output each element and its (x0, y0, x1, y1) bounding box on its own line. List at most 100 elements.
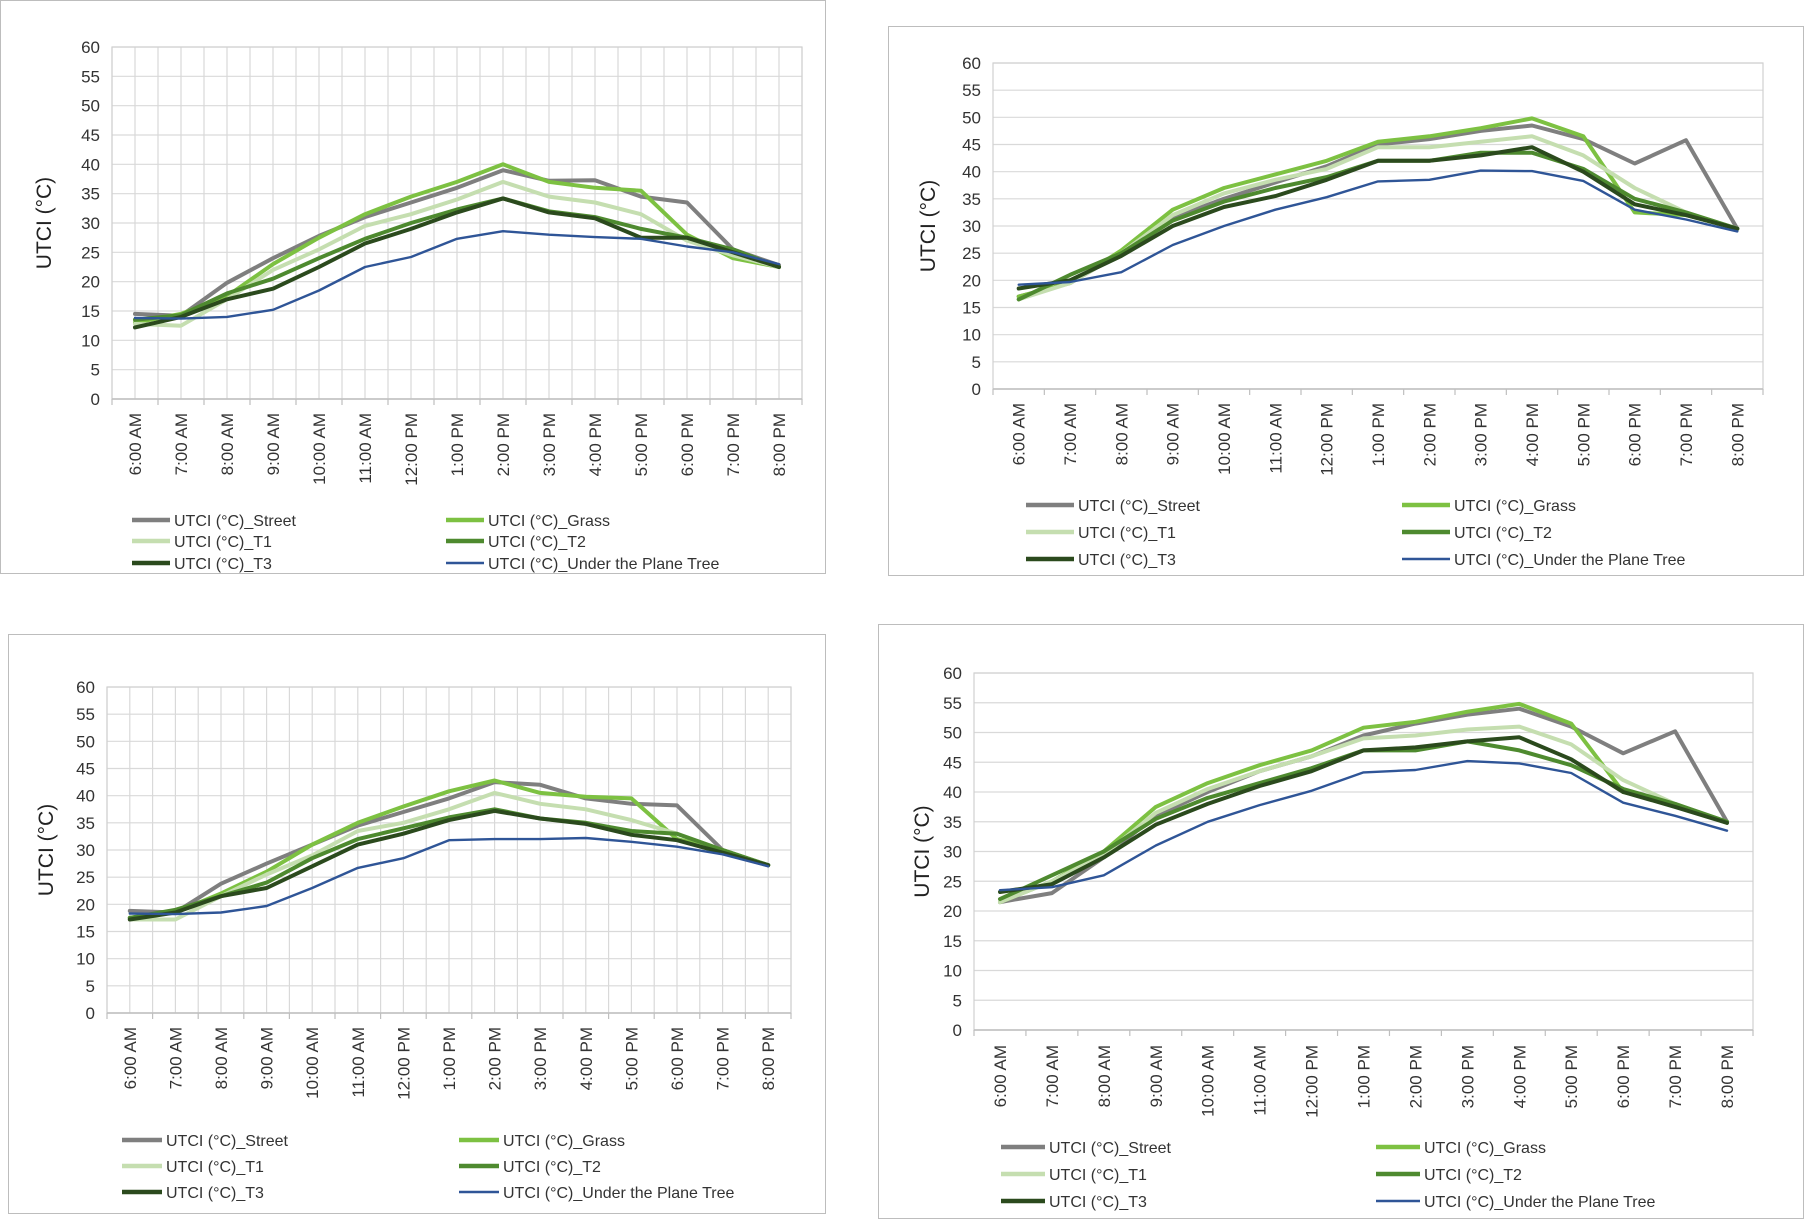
legend-label-t1: UTCI (°C)_T1 (174, 534, 272, 551)
chart-panel-3: 0 5 10 15 20 25 30 35 40 45 50 55 60 UTCI (°C) 6:00 AM… (8, 634, 826, 1214)
legend-label-t2: UTCI (°C)_T2 (503, 1159, 601, 1176)
x-tick-label: 5:00 PM (622, 1027, 641, 1090)
series-line-under-the-plane-tree (133, 229, 781, 320)
gridlines (106, 686, 792, 1014)
y-tick-label: 10 (962, 326, 981, 345)
y-tick-label: 25 (76, 868, 95, 887)
legend-label-under-the-plane-tree: UTCI (°C)_Under the Plane Tree (1424, 1194, 1655, 1211)
x-tick-label: 6:00 PM (1614, 1045, 1633, 1108)
legend-label-t2: UTCI (°C)_T2 (1424, 1167, 1522, 1184)
x-tick-label: 2:00 PM (494, 413, 513, 476)
utci-chart-1: 0 5 10 15 20 25 30 35 40 45 50 55 60 UTCI (°C) 6:00 AM… (33, 38, 803, 573)
x-tick-label: 6:00 AM (1010, 403, 1029, 465)
series-line-t1 (127, 790, 771, 922)
legend-label-under-the-plane-tree: UTCI (°C)_Under the Plane Tree (503, 1185, 734, 1202)
y-tick-label: 55 (81, 67, 100, 86)
x-tick-label: 7:00 PM (1666, 1045, 1685, 1108)
x-tick-label: 8:00 PM (759, 1027, 778, 1090)
y-tick-label: 25 (81, 243, 100, 262)
legend-label-street: UTCI (°C)_Street (166, 1133, 289, 1150)
series-line-under-the-plane-tree (128, 836, 770, 916)
x-tick-label: 1:00 PM (1355, 1045, 1374, 1108)
legend-label-t3: UTCI (°C)_T3 (1078, 552, 1176, 569)
x-tick-label: 8:00 PM (1728, 403, 1747, 466)
y-axis-label: UTCI (°C) (35, 804, 58, 896)
series-line-street (133, 168, 781, 318)
y-tick-label: 0 (91, 390, 100, 409)
legend-label-street: UTCI (°C)_Street (1049, 1140, 1172, 1157)
x-tick-label: 8:00 AM (218, 413, 237, 475)
legend-label-t2: UTCI (°C)_T2 (1454, 525, 1552, 542)
x-tick-label: 7:00 AM (1043, 1045, 1062, 1107)
y-tick-label: 15 (81, 302, 100, 321)
y-tick-label: 60 (76, 678, 95, 697)
y-tick-label: 10 (81, 331, 100, 350)
series-line-under-the-plane-tree (998, 759, 1729, 892)
y-tick-label: 20 (81, 273, 100, 292)
legend-label-grass: UTCI (°C)_Grass (1454, 498, 1576, 515)
y-tick-label: 5 (972, 353, 981, 372)
x-tick-label: 7:00 PM (1677, 403, 1696, 466)
series-line-street (1016, 123, 1740, 299)
y-axis-label: UTCI (°C) (917, 180, 940, 272)
legend-label-t3: UTCI (°C)_T3 (166, 1185, 264, 1202)
series-line-t2 (998, 739, 1729, 902)
x-tick-label: 7:00 PM (724, 413, 743, 476)
legend-label-grass: UTCI (°C)_Grass (488, 513, 610, 530)
chart-panel-2: 0 5 10 15 20 25 30 35 40 45 50 55 60 UTCI (°C) 6:00 AM… (888, 26, 1804, 576)
x-tick-label: 7:00 AM (1061, 403, 1080, 465)
series-line-street (127, 780, 771, 915)
x-tick-label: 1:00 PM (1369, 403, 1388, 466)
x-tick-label: 4:00 PM (577, 1027, 596, 1090)
x-tick-label: 5:00 PM (632, 413, 651, 476)
x-tick-label: 12:00 PM (1318, 403, 1337, 476)
y-tick-label: 20 (962, 271, 981, 290)
utci-chart-3: 0 5 10 15 20 25 30 35 40 45 50 55 60 UTCI (°C) 6:00 AM… (35, 678, 792, 1202)
x-tick-label: 2:00 PM (486, 1027, 505, 1090)
x-tick-label: 6:00 PM (1626, 403, 1645, 466)
y-tick-label: 10 (943, 962, 962, 981)
x-tick-label: 2:00 PM (1420, 403, 1439, 466)
x-tick-label: 7:00 PM (714, 1027, 733, 1090)
y-tick-label: 35 (943, 813, 962, 832)
x-tick-label: 12:00 PM (402, 413, 421, 486)
x-tick-label: 3:00 PM (1458, 1045, 1477, 1108)
series-line-grass (133, 162, 781, 325)
y-tick-label: 5 (91, 361, 100, 380)
y-tick-label: 30 (76, 841, 95, 860)
y-tick-label: 5 (953, 991, 962, 1010)
utci-chart-2: 0 5 10 15 20 25 30 35 40 45 50 55 60 UTCI (°C) 6:00 AM… (917, 54, 1764, 569)
x-tick-label: 6:00 PM (668, 1027, 687, 1090)
y-tick-label: 35 (962, 190, 981, 209)
x-tick-label: 8:00 PM (1718, 1045, 1737, 1108)
y-tick-label: 5 (86, 977, 95, 996)
y-tick-label: 0 (972, 380, 981, 399)
x-tick-label: 5:00 PM (1574, 403, 1593, 466)
x-tick-label: 9:00 AM (264, 413, 283, 475)
utci-chart-4: 0 5 10 15 20 25 30 35 40 45 50 55 60 UTCI (°C) 6:00 AM… (911, 664, 1754, 1211)
y-tick-label: 45 (76, 760, 95, 779)
y-tick-label: 45 (962, 136, 981, 155)
series-line-t3 (133, 196, 781, 330)
legend-label-street: UTCI (°C)_Street (174, 513, 297, 530)
y-tick-label: 55 (76, 705, 95, 724)
y-tick-label: 30 (943, 843, 962, 862)
y-tick-label: 25 (943, 872, 962, 891)
series-line-t3 (127, 808, 771, 922)
legend-label-t3: UTCI (°C)_T3 (1049, 1194, 1147, 1211)
gridlines (993, 62, 1763, 390)
chart-panel-4: 0 5 10 15 20 25 30 35 40 45 50 55 60 UTCI (°C) 6:00 AM… (878, 624, 1804, 1219)
x-tick-label: 12:00 PM (394, 1027, 413, 1100)
x-tick-label: 9:00 AM (1147, 1045, 1166, 1107)
y-tick-label: 50 (962, 108, 981, 127)
legend-label-t1: UTCI (°C)_T1 (1078, 525, 1176, 542)
y-tick-label: 15 (76, 923, 95, 942)
y-axis-label: UTCI (°C) (911, 805, 934, 897)
y-tick-label: 55 (962, 81, 981, 100)
y-tick-label: 25 (962, 244, 981, 263)
x-tick-label: 11:00 AM (1266, 403, 1285, 474)
x-tick-label: 6:00 AM (991, 1045, 1010, 1107)
x-tick-label: 7:00 AM (172, 413, 191, 475)
series-line-under-the-plane-tree (1017, 169, 1739, 286)
legend-label-street: UTCI (°C)_Street (1078, 498, 1201, 515)
